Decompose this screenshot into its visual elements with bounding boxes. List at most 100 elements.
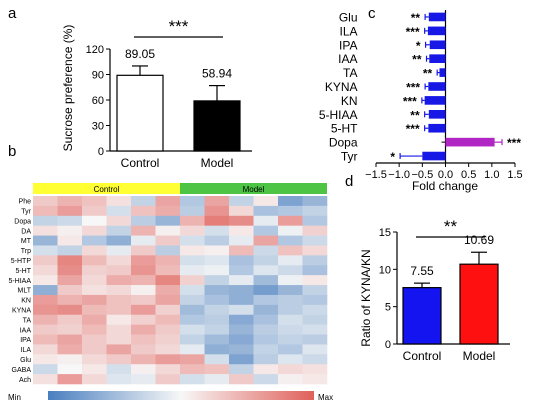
heatmap-cell: [229, 285, 254, 296]
bar-tyr: [422, 151, 446, 161]
heatmap-cell: [82, 265, 107, 276]
heatmap-cell: [278, 285, 303, 296]
category-label: 5-HIAA: [319, 108, 358, 122]
heatmap-cell: [278, 304, 303, 316]
heatmap-cell: [302, 354, 328, 365]
heatmap-cell: [253, 265, 279, 276]
heatmap-cell: [155, 324, 181, 335]
heatmap-cell: [57, 314, 83, 325]
heatmap-cell: [278, 196, 303, 207]
heatmap-cell: [82, 196, 107, 207]
heatmap-cell: [278, 344, 303, 355]
heatmap-cell: [57, 364, 83, 375]
heatmap-cell: [33, 215, 58, 226]
heatmap-cell: [278, 374, 303, 385]
category-label: Dopa: [329, 136, 358, 150]
y-tick-label: 15: [379, 227, 391, 239]
heatmap-cell: [253, 205, 279, 217]
heatmap-cell: [278, 294, 303, 306]
heatmap-cell: [302, 334, 328, 345]
heatmap-cell: [278, 245, 303, 256]
heatmap-cell: [33, 374, 58, 385]
row-label: Tyr: [21, 209, 31, 216]
heatmap-cell: [204, 374, 230, 385]
heatmap-cell: [278, 215, 303, 226]
heatmap-cell: [253, 285, 279, 296]
heatmap-cell: [82, 374, 107, 385]
panel-a: a Sucrose preference (%) 0 30 60 90 120 89.0…: [8, 5, 252, 170]
heatmap-cell: [204, 265, 230, 276]
row-label: MLT: [18, 288, 32, 295]
heatmap-cell: [278, 265, 303, 276]
heatmap-cell: [106, 324, 132, 335]
heatmap-cell: [106, 294, 132, 306]
significance-label: **: [412, 53, 422, 67]
heatmap-cell: [278, 324, 303, 335]
heatmap-cell: [33, 285, 58, 296]
heatmap-cell: [229, 225, 254, 236]
heatmap-cell: [180, 334, 205, 345]
heatmap-cell: [204, 225, 230, 236]
heatmap-cell: [204, 285, 230, 296]
heatmap-cell: [57, 205, 83, 217]
heatmap-cell: [82, 314, 107, 325]
category-label: Tyr: [341, 150, 358, 164]
heatmap-cell: [57, 354, 83, 365]
heatmap-cell: [131, 364, 156, 375]
heatmap-cell: [106, 374, 132, 385]
heatmap-cell: [57, 344, 83, 355]
heatmap-cell: [57, 245, 83, 256]
heatmap-cell: [106, 304, 132, 316]
panel-a-ylabel-group: Sucrose preference (%): [61, 25, 75, 152]
heatmap-cell: [302, 275, 328, 286]
heatmap-cell: [57, 324, 83, 335]
heatmap-cell: [180, 235, 205, 246]
heatmap-cell: [229, 205, 254, 217]
bar-5-ht: [428, 123, 446, 133]
heatmap-cell: [155, 374, 181, 385]
y-tick-label: 0: [385, 339, 391, 351]
heatmap-cell: [229, 324, 254, 335]
heatmap-cell: [253, 354, 279, 365]
row-label: GABA: [12, 367, 32, 374]
heatmap-cell: [106, 285, 132, 296]
heatmap-cell: [253, 304, 279, 316]
heatmap-cell: [82, 294, 107, 306]
y-tick-label: 30: [92, 121, 104, 133]
bar-kyna: [428, 82, 446, 91]
heatmap-cell: [57, 265, 83, 276]
bar-kn: [424, 96, 446, 105]
y-tick-label: 90: [92, 70, 104, 82]
row-label: DA: [21, 228, 31, 235]
heatmap-cell: [82, 324, 107, 335]
significance-label: *: [416, 39, 421, 53]
group-bar-control: [33, 183, 180, 194]
panel-c-xlabel: Fold change: [412, 179, 478, 193]
heatmap-cell: [155, 196, 181, 207]
heatmap-cell: [302, 196, 328, 207]
heatmap-cell: [204, 275, 230, 286]
significance-label: ***: [406, 122, 420, 136]
heatmap-cell: [82, 344, 107, 355]
heatmap-cell: [106, 344, 132, 355]
heatmap-cell: [204, 314, 230, 325]
heatmap-cell: [253, 225, 279, 236]
heatmap-cell: [131, 304, 156, 316]
x-tick-label: 1.5: [507, 169, 522, 181]
heatmap-cell: [180, 285, 205, 296]
heatmap-cell: [131, 294, 156, 306]
heatmap-cell: [253, 364, 279, 375]
heatmap-cell: [180, 344, 205, 355]
significance-label: ***: [406, 25, 420, 39]
heatmap-cell: [155, 304, 181, 316]
heatmap-cell: [229, 294, 254, 306]
heatmap-cell: [253, 294, 279, 306]
panel-d-letter: d: [345, 173, 353, 190]
heatmap-cell: [57, 196, 83, 207]
heatmap-cell: [253, 275, 279, 286]
significance-label: ***: [507, 136, 521, 150]
row-label: IPA: [20, 337, 31, 344]
heatmap-cell: [180, 294, 205, 306]
row-label: MT: [21, 238, 32, 245]
